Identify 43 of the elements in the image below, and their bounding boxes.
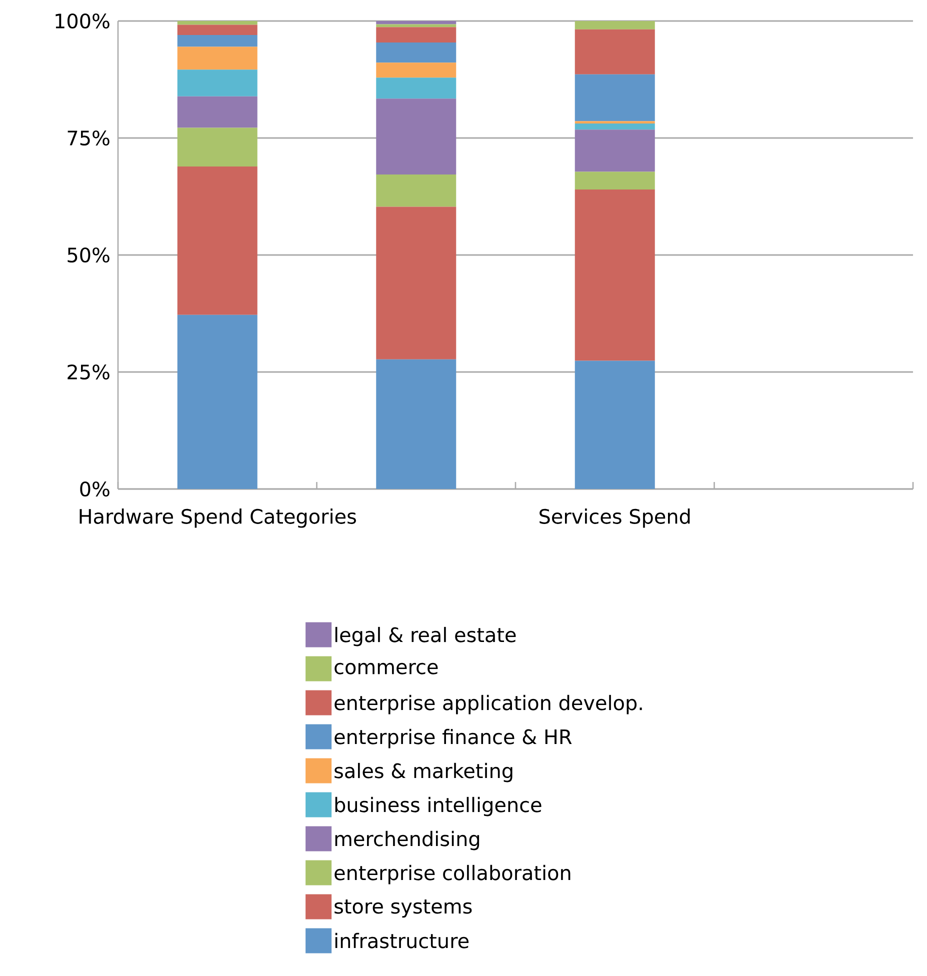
bar xyxy=(574,172,655,190)
bar xyxy=(574,29,655,74)
bar xyxy=(574,20,655,30)
y-tick-label: 0% xyxy=(80,481,110,497)
bar xyxy=(376,359,456,489)
bar xyxy=(574,123,655,130)
legend-label: infrastructure xyxy=(335,932,469,948)
bar xyxy=(376,27,456,43)
bar xyxy=(376,42,456,63)
bar xyxy=(376,174,456,207)
legend-label: sales & marketing xyxy=(334,762,512,782)
bar xyxy=(574,189,655,361)
bar xyxy=(376,78,456,99)
bar xyxy=(574,360,655,489)
bar xyxy=(574,130,655,172)
bar xyxy=(376,98,456,174)
x-tick-label: Services Spend xyxy=(540,508,690,528)
bar xyxy=(177,35,258,47)
legend-label: enterprise finance & HR xyxy=(334,728,572,748)
bar xyxy=(177,20,258,25)
bar xyxy=(574,74,655,122)
bar xyxy=(376,206,456,360)
x-tick-label: Hardware Spend Categories xyxy=(80,508,356,528)
legend-label: enterprise application develop. xyxy=(334,694,642,714)
y-tick-label: 75% xyxy=(68,130,110,146)
bar xyxy=(177,70,258,96)
legend-label: business intelligence xyxy=(335,796,542,816)
bar xyxy=(177,24,258,36)
legend-label: merchendising xyxy=(335,830,480,850)
bar xyxy=(177,46,258,70)
y-tick-label: 25% xyxy=(68,364,110,380)
bar xyxy=(177,314,258,489)
y-tick-label: 50% xyxy=(68,247,110,263)
bar xyxy=(376,62,456,78)
y-tick-label: 100% xyxy=(56,13,110,29)
legend-label: commerce xyxy=(334,662,438,674)
bar xyxy=(177,128,258,167)
bar xyxy=(376,20,456,24)
legend-label: enterprise collaboration xyxy=(334,864,570,884)
legend-label: legal & real estate xyxy=(335,626,516,646)
bar xyxy=(177,166,258,315)
bar xyxy=(177,96,258,128)
legend-label: store systems xyxy=(334,900,472,918)
